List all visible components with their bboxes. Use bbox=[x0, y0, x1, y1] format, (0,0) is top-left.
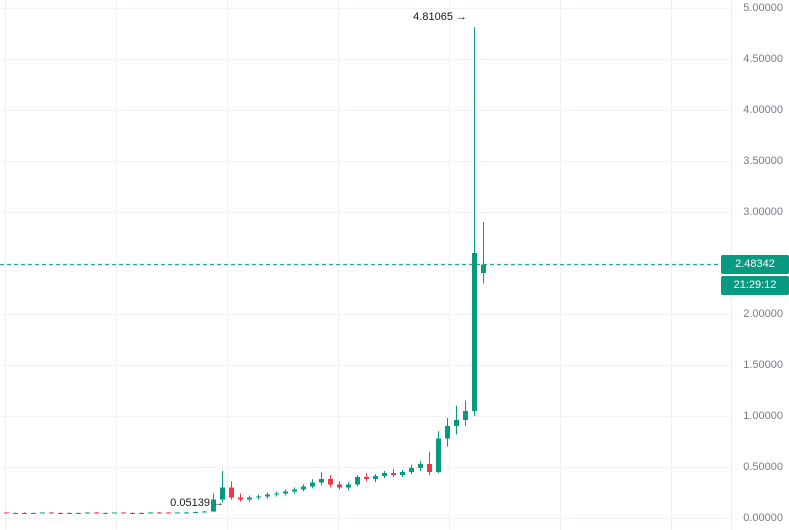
candle-countdown-badge: 21:29:12 bbox=[721, 275, 789, 295]
candle-body bbox=[76, 512, 81, 514]
candle-body bbox=[382, 473, 387, 477]
candle-body bbox=[319, 479, 324, 483]
candle-body bbox=[400, 472, 405, 476]
candle-body bbox=[337, 484, 342, 488]
candle-body bbox=[265, 494, 270, 497]
candle-body bbox=[463, 410, 468, 421]
candle-body bbox=[436, 438, 441, 473]
candle-body bbox=[283, 491, 288, 494]
candle-body bbox=[427, 463, 432, 473]
candle-body bbox=[157, 512, 162, 514]
candle-body bbox=[40, 512, 45, 514]
candle-body bbox=[184, 512, 189, 514]
candle-body bbox=[202, 511, 207, 513]
candle-body bbox=[355, 477, 360, 485]
low-price-annotation: 0.05139 → bbox=[170, 496, 224, 509]
price-tick-label: 2.00000 bbox=[743, 307, 783, 320]
price-tick-label: 4.00000 bbox=[743, 103, 783, 116]
candle-body bbox=[148, 512, 153, 514]
candle-body bbox=[292, 489, 297, 492]
candle-body bbox=[103, 512, 108, 514]
price-tick-label: 1.50000 bbox=[743, 358, 783, 371]
high-price-annotation: 4.81065 → bbox=[413, 11, 467, 24]
candle-body bbox=[4, 512, 9, 514]
candle-body bbox=[94, 512, 99, 514]
candle-body bbox=[22, 512, 27, 514]
candle-body bbox=[130, 512, 135, 514]
price-tick-label: 4.50000 bbox=[743, 52, 783, 65]
candle-body bbox=[328, 479, 333, 485]
price-tick-label: 0.50000 bbox=[743, 460, 783, 473]
candle-body bbox=[481, 264, 486, 274]
candle-body bbox=[445, 426, 450, 439]
candle-body bbox=[85, 512, 90, 514]
candle-body bbox=[229, 487, 234, 498]
price-tick-label: 0.00000 bbox=[743, 511, 783, 524]
price-tick-label: 1.00000 bbox=[743, 409, 783, 422]
candle-body bbox=[58, 512, 63, 514]
candle-body bbox=[310, 482, 315, 487]
candle-body bbox=[472, 252, 477, 411]
candle-body bbox=[67, 512, 72, 514]
candle-body bbox=[454, 420, 459, 427]
candle-body bbox=[346, 484, 351, 488]
candle-body bbox=[391, 473, 396, 476]
candle-body bbox=[373, 476, 378, 480]
candle-body bbox=[409, 467, 414, 473]
candle-body bbox=[220, 487, 225, 500]
candle-body bbox=[112, 512, 117, 514]
candle-body bbox=[175, 512, 180, 514]
candle-body bbox=[31, 512, 36, 514]
price-tick-label: 3.00000 bbox=[743, 205, 783, 218]
candle-body bbox=[301, 486, 306, 490]
current-price-badge: 2.48342 bbox=[721, 255, 789, 275]
price-tick-label: 3.50000 bbox=[743, 154, 783, 167]
candle-body bbox=[121, 512, 126, 514]
candle-body bbox=[166, 512, 171, 514]
price-tick-label: 5.00000 bbox=[743, 1, 783, 14]
candle-body bbox=[418, 463, 423, 468]
candle-body bbox=[139, 512, 144, 514]
candle-body bbox=[211, 499, 216, 512]
candle-body bbox=[364, 477, 369, 480]
candle-body bbox=[247, 497, 252, 500]
candle-body bbox=[13, 512, 18, 514]
candle-body bbox=[238, 497, 243, 500]
candle-body bbox=[193, 512, 198, 514]
candle-body bbox=[274, 493, 279, 495]
candle-body bbox=[256, 496, 261, 498]
candle-body bbox=[49, 512, 54, 514]
